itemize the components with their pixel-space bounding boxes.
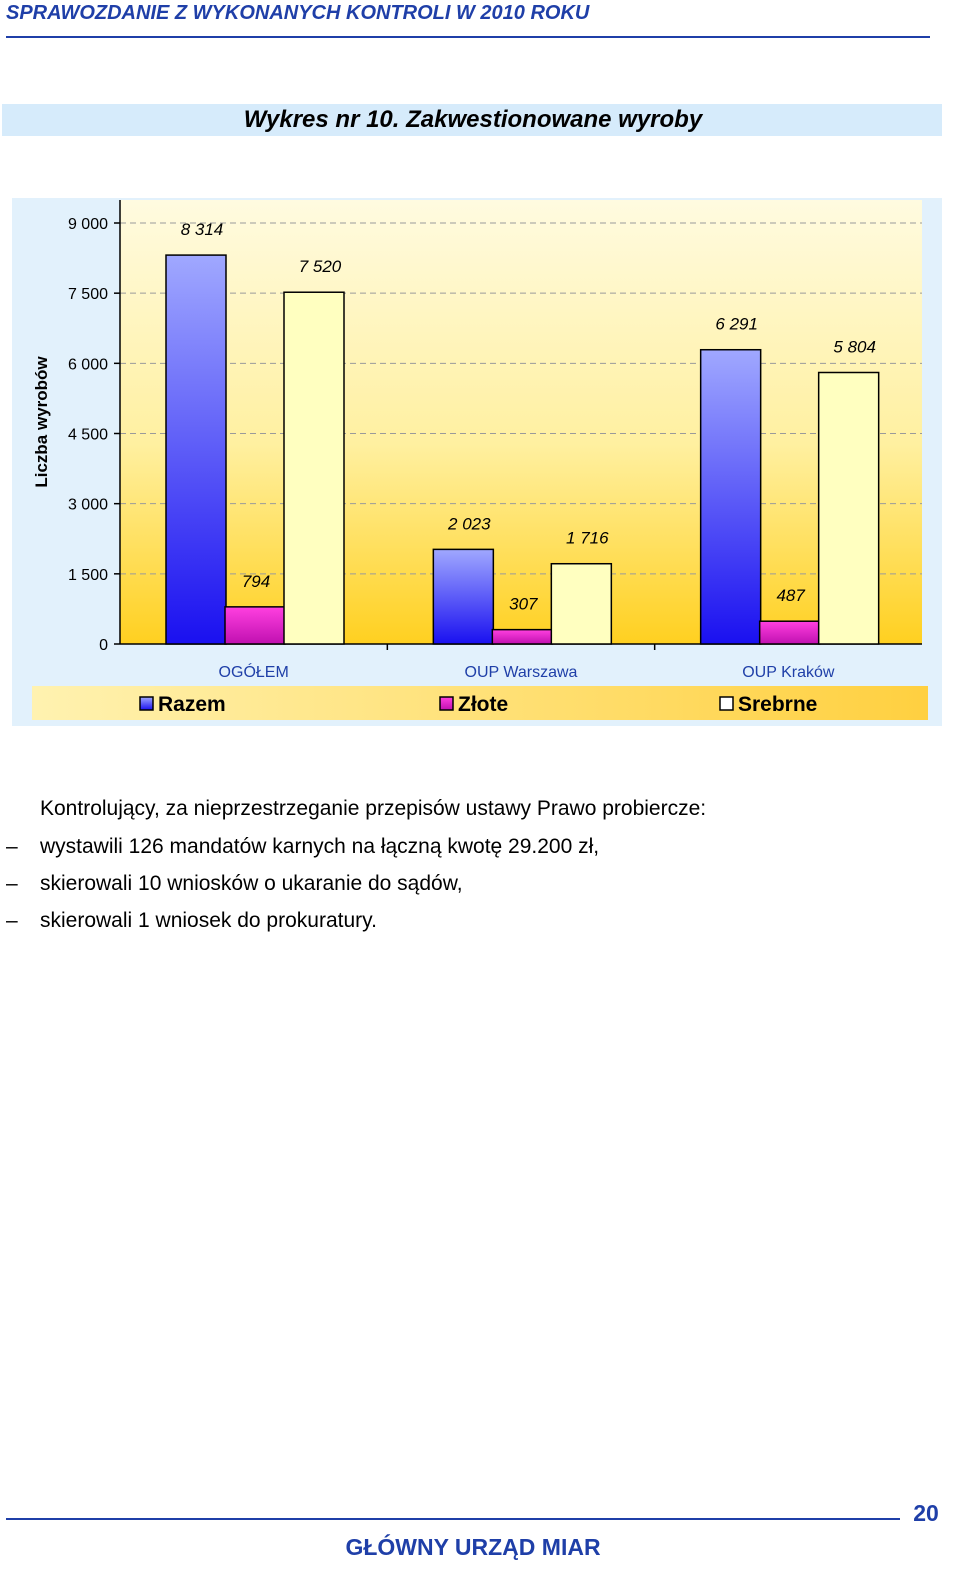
bullet-text: wystawili 126 mandatów karnych na łączną… [40,835,600,858]
bar-razem [165,254,227,645]
data-label: 8 314 [181,220,224,239]
bullet-dash: – [6,872,18,895]
chart-title: Wykres nr 10. Zakwestionowane wyroby [243,106,703,133]
list-item: – wystawili 126 mandatów karnych na łącz… [0,828,950,865]
footer-rule [6,1518,900,1520]
bar-srebrne [550,562,613,645]
bullet-text: skierowali 1 wniosek do prokuratury. [40,909,377,932]
data-label: 6 291 [715,315,758,334]
chart-title-bar [2,104,942,136]
bar-razem [432,548,495,645]
legend-label: Złote [458,693,508,716]
data-label: 307 [509,595,538,614]
legend-swatch [139,696,154,711]
page-number: 20 [913,1500,939,1526]
bar-złote [224,606,286,645]
bar-srebrne [817,371,880,645]
legend-label: Srebrne [738,693,817,716]
plot-area [120,200,922,644]
list-item: – skierowali 10 wniosków o ukaranie do s… [0,865,950,902]
data-label: 2 023 [447,514,491,533]
bullet-dash: – [6,835,18,858]
data-label: 5 804 [833,338,876,357]
legend-label: Razem [158,693,226,716]
y-tick-label: 7 500 [68,286,108,303]
x-tick-label: OUP Warszawa [465,664,578,681]
bar-złote [491,628,554,645]
header-rule [6,36,930,38]
bullet-text: skierowali 10 wniosków o ukaranie do sąd… [40,872,463,895]
footer-organization: GŁÓWNY URZĄD MIAR [345,1534,601,1560]
legend-bar [32,686,928,720]
bullet-list: – wystawili 126 mandatów karnych na łącz… [0,828,950,939]
y-tick-label: 9 000 [68,216,108,233]
bar-chart: 0 1 500 3 000 4 500 6 000 7 500 9 000 OGÓŁEM 8 … [32,200,928,720]
y-tick-label: 3 000 [68,497,108,514]
y-tick-label: 1 500 [68,567,108,584]
y-tick-label: 0 [99,637,108,654]
data-label: 1 716 [566,529,609,548]
bar-srebrne [283,291,345,645]
x-tick-label: OUP Kraków [742,664,835,681]
x-tick-label: OGÓŁEM [219,662,289,681]
data-label: 487 [776,586,805,605]
bullet-dash: – [6,909,18,932]
data-label: 794 [242,572,270,591]
list-item: – skierowali 1 wniosek do prokuratury. [0,902,950,939]
bar-razem [699,348,762,645]
header-title: SPRAWOZDANIE Z WYKONANYCH KONTROLI W 201… [6,2,590,24]
y-axis-label: Liczba wyrobów [32,356,51,488]
y-tick-label: 4 500 [68,427,108,444]
data-label: 7 520 [299,257,342,276]
bar-złote [758,620,821,645]
body-intro: Kontrolujący, za nieprzestrzeganie przep… [40,797,707,820]
legend-swatch [439,696,454,711]
legend-swatch [719,696,734,711]
y-tick-label: 6 000 [68,356,108,373]
